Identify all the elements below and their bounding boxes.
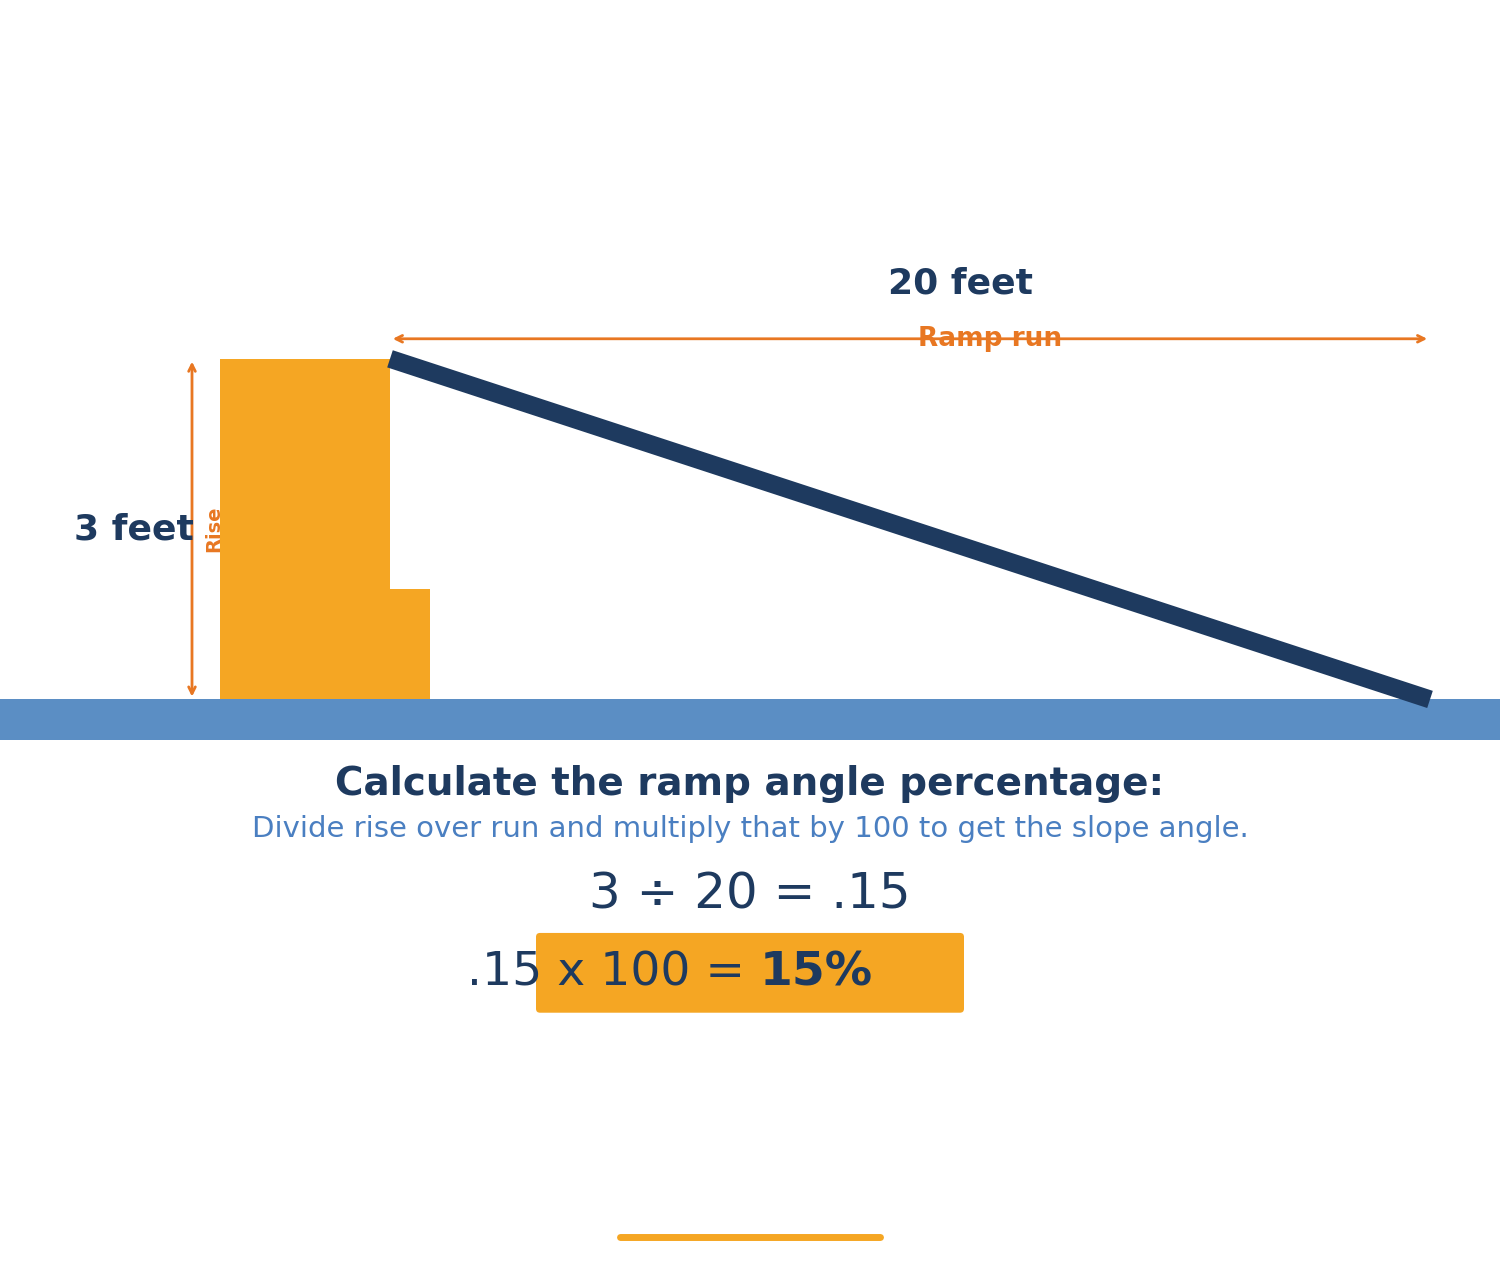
Text: HOW TO CALCULATE A: HOW TO CALCULATE A: [123, 31, 1377, 128]
Bar: [220, 358, 390, 589]
Text: bigrentz: bigrentz: [598, 1159, 900, 1221]
Bar: [220, 589, 430, 700]
Text: 3 feet: 3 feet: [74, 513, 194, 546]
Text: Divide rise over run and multiply that by 100 to get the slope angle.: Divide rise over run and multiply that b…: [252, 815, 1248, 843]
Text: Rise: Rise: [204, 506, 224, 552]
Bar: [0, 700, 1500, 739]
Text: FORKLIFT RAMP’S GRADE: FORKLIFT RAMP’S GRADE: [28, 145, 1472, 242]
Text: 20 feet: 20 feet: [888, 266, 1032, 301]
FancyBboxPatch shape: [536, 933, 964, 1012]
Polygon shape: [387, 351, 1432, 708]
Text: Calculate the ramp angle percentage:: Calculate the ramp angle percentage:: [336, 765, 1164, 803]
Text: .15 x 100 =: .15 x 100 =: [466, 950, 760, 996]
Text: 3 ÷ 20 = .15: 3 ÷ 20 = .15: [590, 870, 910, 918]
Text: Ramp run: Ramp run: [918, 326, 1062, 352]
Text: 15%: 15%: [760, 950, 873, 996]
